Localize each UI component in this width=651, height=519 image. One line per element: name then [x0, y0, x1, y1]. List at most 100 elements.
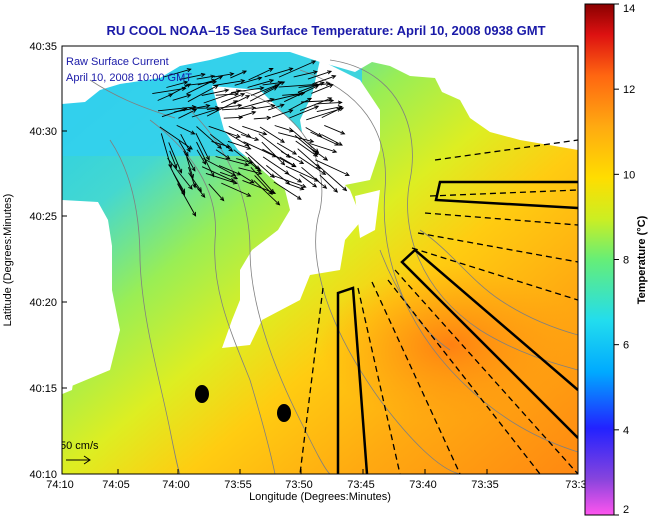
y-tick-label: 40:35 — [29, 41, 57, 53]
current-vector-arrow — [213, 72, 235, 78]
current-vector-arrow — [280, 151, 305, 164]
current-vector-arrow — [179, 72, 206, 80]
current-vector-arrow — [235, 97, 275, 110]
current-vector-arrow — [157, 93, 174, 101]
dashed-transect-lines — [299, 139, 578, 474]
current-vector-arrow — [273, 181, 302, 200]
buoy-marker — [195, 385, 209, 403]
current-vector-arrow — [285, 182, 305, 191]
plot-frame — [61, 45, 579, 475]
current-vector-arrow — [324, 124, 346, 135]
current-vector-arrow — [161, 107, 188, 118]
y-tick-label: 40:20 — [29, 297, 57, 309]
current-vector-arrow — [311, 84, 334, 94]
current-vector-arrow — [315, 159, 350, 176]
y-tick-label: 40:30 — [29, 126, 57, 138]
overlay-text-line-2: April 10, 2008 10:00 GMT — [66, 72, 192, 84]
current-vector-arrow — [234, 76, 263, 86]
current-vector-arrow — [173, 173, 186, 194]
y-tick-label: 40:10 — [29, 469, 57, 481]
current-vector-arrow — [254, 103, 276, 110]
current-vector-arrow — [293, 70, 319, 78]
current-vector-arrow — [163, 68, 192, 78]
solid-transect-boxes — [336, 180, 578, 474]
scale-vector-label: 50 cm/s — [60, 440, 99, 452]
current-vector-arrow — [187, 84, 219, 103]
colorbar-ticks: 14 12 10 8 6 4 2 — [614, 3, 635, 516]
current-vector-arrow — [285, 172, 303, 183]
current-vector-arrow — [196, 126, 222, 149]
current-vector-arrow — [245, 151, 275, 179]
colorbar-tick-label: 6 — [623, 340, 629, 352]
current-vector-arrow — [206, 100, 239, 117]
current-vector-arrow — [299, 97, 333, 112]
current-vector-arrow — [169, 150, 178, 169]
current-vector-arrow — [284, 85, 320, 103]
current-vector-arrow — [295, 140, 319, 157]
colorbar-tick-label: 12 — [623, 84, 635, 96]
x-tick-label: 73:35 — [471, 479, 499, 491]
x-axis-label: Longitude (Degrees:Minutes) — [249, 491, 391, 503]
current-vector-arrow — [233, 149, 262, 172]
current-vector-arrow — [261, 141, 286, 166]
current-vector-arrow — [250, 81, 286, 96]
current-vector-arrow — [221, 92, 246, 104]
current-vector-arrow — [316, 163, 348, 192]
colorbar-tick-label: 10 — [623, 169, 635, 181]
x-tick-label: 73:40 — [409, 479, 437, 491]
scale-vector-arrow — [66, 455, 91, 465]
current-vector-arrow — [319, 174, 339, 193]
colorbar: 14 12 10 8 6 4 2 Temperature (°C) — [584, 3, 648, 516]
x-tick-label: 73:3 — [565, 479, 586, 491]
current-vector-arrow — [307, 70, 333, 80]
x-tick-label: 74:05 — [102, 479, 130, 491]
colorbar-tick-label: 2 — [623, 504, 629, 516]
current-vector-arrow — [180, 133, 191, 153]
current-vector-arrow — [264, 67, 294, 78]
colorbar-tick-label: 8 — [623, 255, 629, 267]
current-vector-arrow — [227, 140, 252, 150]
surface-current-vectors — [152, 60, 350, 217]
current-vector-arrow — [203, 158, 237, 176]
current-vector-arrow — [183, 150, 196, 172]
current-vector-arrow — [300, 98, 335, 103]
current-vector-arrow — [193, 182, 206, 199]
x-tick-label: 73:45 — [347, 479, 375, 491]
current-vector-arrow — [172, 93, 192, 101]
bathymetry-contours — [89, 59, 578, 474]
current-vector-arrow — [279, 156, 297, 167]
y-tick-label: 40:25 — [29, 211, 57, 223]
current-vector-arrow — [168, 142, 183, 174]
current-vector-arrow — [278, 60, 317, 78]
current-vector-arrow — [208, 125, 241, 138]
current-vector-arrow — [238, 172, 255, 184]
x-tick-label: 73:50 — [285, 479, 313, 491]
current-vector-arrow — [213, 79, 246, 87]
current-vector-arrow — [205, 172, 238, 185]
plot-area: Raw Surface Current April 10, 2008 10:00… — [60, 46, 578, 474]
current-vector-arrow — [301, 166, 328, 189]
x-tick-label: 73:55 — [224, 479, 252, 491]
current-vector-arrow — [297, 155, 327, 175]
current-vector-arrow — [289, 105, 320, 119]
buoy-marker — [277, 404, 291, 422]
y-tick-label: 40:15 — [29, 383, 57, 395]
current-vector-arrow — [299, 174, 318, 188]
current-vector-arrow — [196, 149, 207, 165]
current-vector-arrow — [247, 156, 260, 171]
current-vector-arrow — [221, 182, 252, 197]
current-vector-arrow — [223, 115, 244, 120]
current-vector-arrow — [248, 68, 274, 81]
current-vector-arrow — [276, 142, 298, 155]
current-vector-arrow — [309, 143, 338, 154]
current-vector-arrow — [215, 149, 231, 160]
current-vector-arrow — [186, 75, 224, 95]
colorbar-ramp — [584, 3, 615, 516]
current-vector-arrow — [268, 103, 285, 111]
current-vector-arrow — [242, 179, 277, 195]
current-vector-arrow — [167, 157, 193, 190]
current-vector-arrow — [278, 132, 315, 143]
colorbar-tick-label: 14 — [623, 3, 635, 15]
current-vector-arrow — [253, 115, 272, 121]
